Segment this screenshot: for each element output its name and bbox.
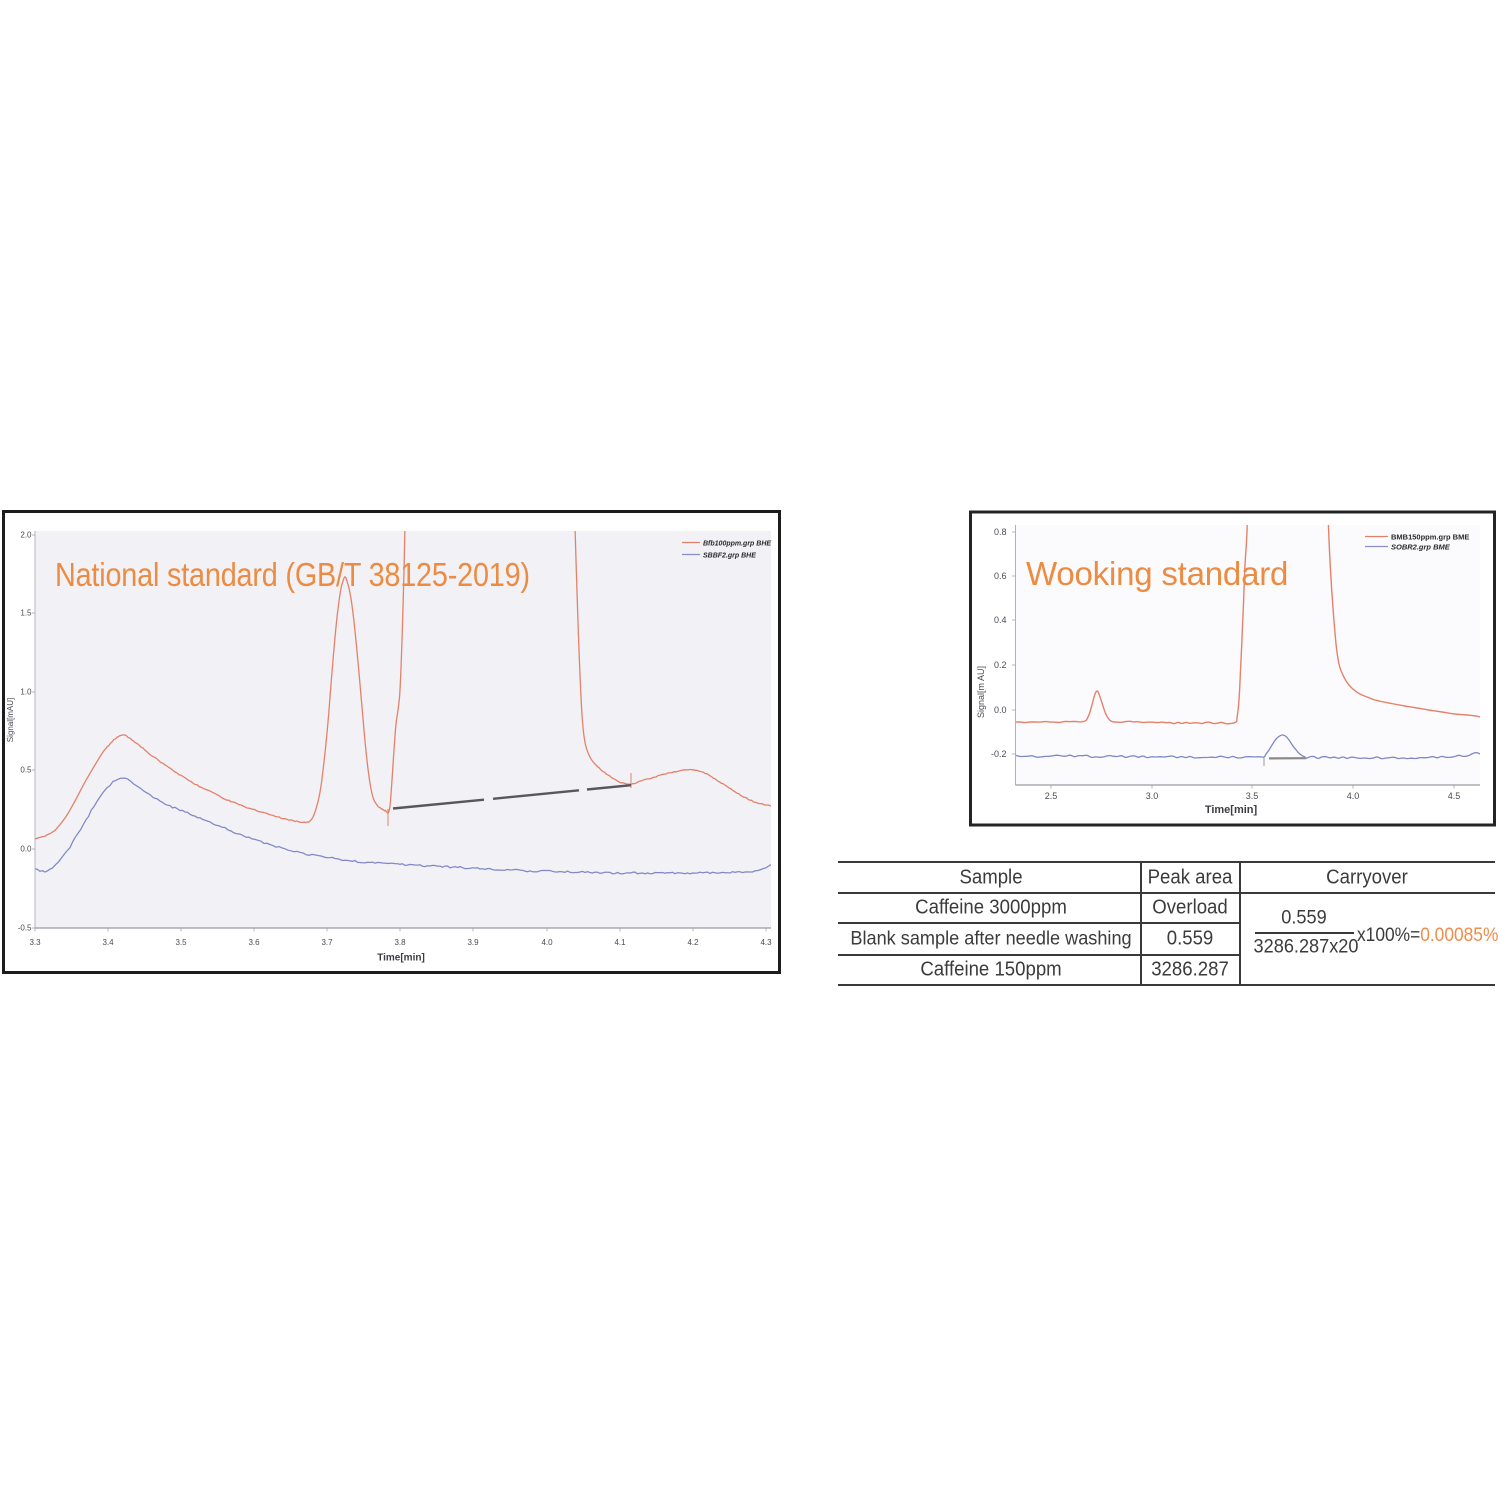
svg-text:Signal[m AU]: Signal[m AU]: [976, 666, 986, 718]
svg-text:3.5: 3.5: [1246, 791, 1259, 801]
svg-text:4.3: 4.3: [760, 938, 772, 947]
svg-text:4.2: 4.2: [687, 938, 699, 947]
svg-text:BMB150ppm.grp BME: BMB150ppm.grp BME: [1391, 533, 1469, 542]
svg-text:0.6: 0.6: [994, 571, 1007, 581]
svg-text:Time[min]: Time[min]: [1205, 804, 1258, 816]
svg-text:-0.5: -0.5: [18, 924, 32, 933]
svg-text:4.0: 4.0: [541, 938, 553, 947]
svg-text:Bfb100ppm.grp BHE: Bfb100ppm.grp BHE: [703, 541, 771, 548]
svg-text:0.4: 0.4: [994, 615, 1007, 625]
svg-text:3.0: 3.0: [1146, 791, 1159, 801]
svg-text:4.1: 4.1: [614, 938, 626, 947]
svg-text:3.9: 3.9: [467, 938, 479, 947]
svg-text:3.6: 3.6: [248, 938, 260, 947]
svg-text:SBBF2.grp BHE: SBBF2.grp BHE: [703, 553, 756, 560]
svg-text:0.5: 0.5: [20, 766, 32, 775]
svg-text:1.5: 1.5: [20, 609, 32, 618]
svg-text:0.2: 0.2: [994, 660, 1007, 670]
svg-text:Signal[mAU]: Signal[mAU]: [6, 698, 15, 742]
svg-text:SOBR2.grp BME: SOBR2.grp BME: [1391, 543, 1451, 552]
svg-text:0.0: 0.0: [20, 845, 32, 854]
svg-text:3.7: 3.7: [321, 938, 333, 947]
svg-text:4.0: 4.0: [1347, 791, 1360, 801]
svg-text:2.0: 2.0: [20, 531, 32, 540]
svg-text:0.8: 0.8: [994, 527, 1007, 537]
svg-text:2.5: 2.5: [1045, 791, 1058, 801]
svg-text:3.5: 3.5: [175, 938, 187, 947]
svg-text:3.4: 3.4: [102, 938, 114, 947]
svg-text:3.3: 3.3: [29, 938, 41, 947]
svg-text:3.8: 3.8: [394, 938, 406, 947]
svg-text:0.0: 0.0: [994, 705, 1007, 715]
svg-text:Time[min]: Time[min]: [377, 953, 425, 964]
svg-text:1.0: 1.0: [20, 688, 32, 697]
svg-text:-0.2: -0.2: [991, 749, 1007, 759]
svg-text:4.5: 4.5: [1448, 791, 1461, 801]
